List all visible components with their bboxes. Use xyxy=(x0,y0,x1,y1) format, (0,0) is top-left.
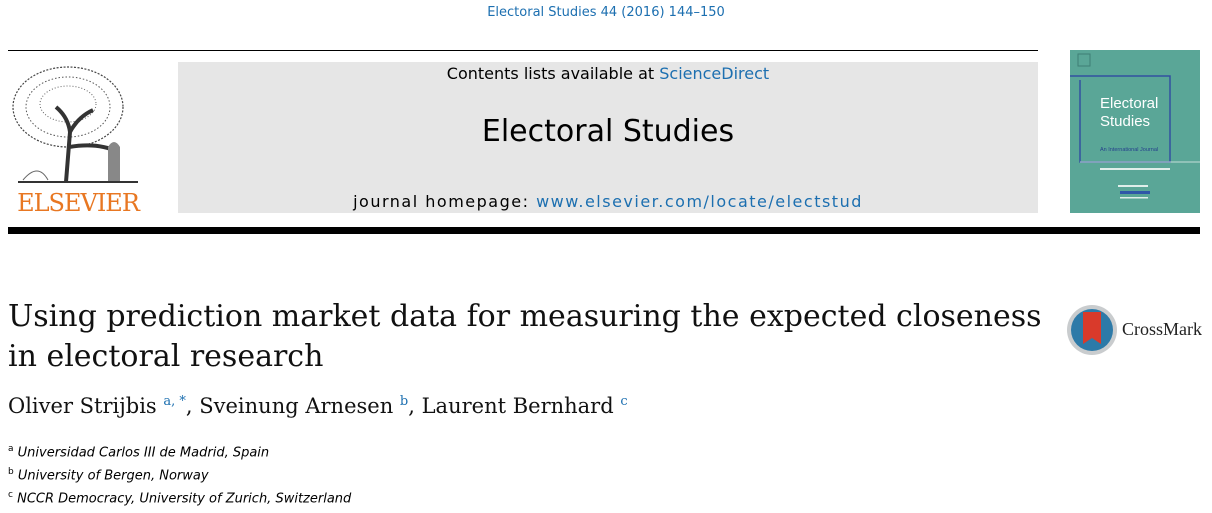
elsevier-logo[interactable]: ELSEVIER xyxy=(8,62,148,217)
journal-cover[interactable]: Electoral Studies An International Journ… xyxy=(1070,50,1200,213)
affiliation-text: NCCR Democracy, University of Zurich, Sw… xyxy=(17,490,352,506)
contents-line: Contents lists available at ScienceDirec… xyxy=(178,64,1038,83)
author-name[interactable]: Laurent Bernhard xyxy=(421,394,614,418)
affiliation-list: a Universidad Carlos III de Madrid, Spai… xyxy=(8,440,351,508)
article-title: Using prediction market data for measuri… xyxy=(8,299,1042,374)
svg-text:Electoral: Electoral xyxy=(1100,95,1158,112)
crossmark-button[interactable]: CrossMark xyxy=(1066,304,1206,356)
affiliation-mark: c xyxy=(8,489,13,500)
affiliation-text: University of Bergen, Norway xyxy=(17,468,209,484)
journal-title: Electoral Studies xyxy=(481,114,735,149)
affiliation-item: c NCCR Democracy, University of Zurich, … xyxy=(8,486,351,509)
affiliation-item: a Universidad Carlos III de Madrid, Spai… xyxy=(8,440,351,463)
affiliation-mark: b xyxy=(8,466,14,477)
divider-thick xyxy=(8,227,1200,234)
author-affiliation-mark[interactable]: b xyxy=(399,394,409,409)
cover-image: Electoral Studies An International Journ… xyxy=(1070,53,1200,199)
affiliation-text: Universidad Carlos III de Madrid, Spain xyxy=(17,445,270,461)
affiliation-item: b University of Bergen, Norway xyxy=(8,463,351,486)
svg-text:An International Journal: An International Journal xyxy=(1100,147,1158,153)
homepage-label: journal homepage: xyxy=(353,192,537,211)
elsevier-tree-icon xyxy=(12,66,138,183)
divider xyxy=(8,50,1038,51)
author-name[interactable]: Sveinung Arnesen xyxy=(199,394,394,418)
crossmark-icon xyxy=(1067,305,1117,355)
author-affiliation-mark[interactable]: a, * xyxy=(163,394,186,409)
author-list: Oliver Strijbis a, *, Sveinung Arnesen b… xyxy=(8,394,628,418)
affiliation-mark: a xyxy=(8,444,14,454)
homepage-line: journal homepage: www.elsevier.com/locat… xyxy=(178,192,1038,211)
journal-citation[interactable]: Electoral Studies 44 (2016) 144–150 xyxy=(487,5,725,20)
elsevier-wordmark: ELSEVIER xyxy=(17,189,140,217)
author-name[interactable]: Oliver Strijbis xyxy=(8,394,157,418)
contents-label: Contents lists available at xyxy=(446,64,660,83)
sciencedirect-link[interactable]: ScienceDirect xyxy=(659,64,770,83)
homepage-link[interactable]: www.elsevier.com/locate/electstud xyxy=(536,192,863,211)
crossmark-label: CrossMark xyxy=(1122,319,1202,339)
svg-text:Studies: Studies xyxy=(1100,113,1150,130)
author-affiliation-mark[interactable]: c xyxy=(620,394,628,409)
journal-banner: Contents lists available at ScienceDirec… xyxy=(178,62,1038,213)
